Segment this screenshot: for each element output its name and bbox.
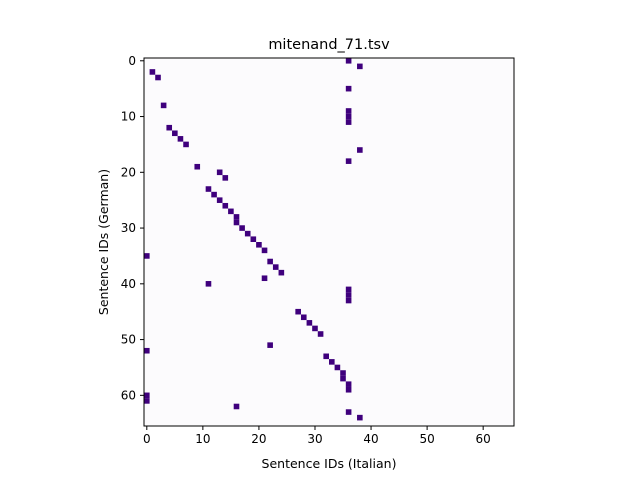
heatmap-cell bbox=[149, 69, 156, 75]
heatmap-cell bbox=[233, 403, 240, 410]
heatmap-cell bbox=[300, 314, 307, 321]
heatmap-cell bbox=[306, 320, 313, 326]
heatmap-cell bbox=[345, 297, 352, 304]
heatmap-cell bbox=[272, 264, 279, 270]
heatmap-cell bbox=[205, 186, 212, 192]
heatmap-cell bbox=[144, 392, 150, 399]
x-tick-label: 60 bbox=[476, 432, 491, 446]
heatmap-cell bbox=[222, 202, 229, 209]
y-tick-label: 60 bbox=[121, 388, 136, 402]
heatmap-cell bbox=[160, 102, 167, 109]
heatmap-cell bbox=[345, 119, 352, 125]
heatmap-cell bbox=[144, 347, 150, 354]
x-axis-label: Sentence IDs (Italian) bbox=[262, 456, 397, 471]
heatmap-cell bbox=[228, 208, 234, 215]
y-tick-label: 30 bbox=[121, 221, 136, 235]
heatmap-cell bbox=[329, 359, 335, 365]
x-axis-ticks: 0 10 20 30 40 50 60 bbox=[143, 426, 491, 446]
heatmap-cell bbox=[345, 158, 352, 164]
heatmap-cell bbox=[261, 247, 268, 254]
heatmap-cell bbox=[267, 258, 273, 265]
heatmap-cell bbox=[216, 197, 223, 203]
heatmap-cell bbox=[345, 386, 352, 393]
y-tick-label: 40 bbox=[121, 277, 136, 291]
heatmap-cell bbox=[216, 169, 223, 176]
heatmap-cell bbox=[183, 141, 189, 148]
y-tick-label: 20 bbox=[121, 165, 136, 179]
heatmap-cell bbox=[345, 85, 352, 92]
x-tick-label: 0 bbox=[143, 432, 151, 446]
heatmap-cell bbox=[233, 219, 240, 226]
x-tick-label: 20 bbox=[251, 432, 266, 446]
heatmap-cell bbox=[340, 370, 346, 376]
heatmap-cell bbox=[345, 409, 352, 415]
y-tick-label: 50 bbox=[121, 333, 136, 347]
heatmap-cell bbox=[340, 375, 346, 382]
y-axis-label: Sentence IDs (German) bbox=[96, 169, 111, 315]
x-tick-label: 10 bbox=[195, 432, 210, 446]
heatmap-cell bbox=[334, 364, 341, 371]
heatmap-cell bbox=[345, 381, 352, 387]
heatmap-cell bbox=[357, 147, 363, 153]
heatmap-cell bbox=[345, 113, 352, 120]
chart-title: mitenand_71.tsv bbox=[268, 37, 390, 53]
heatmap-cell bbox=[172, 130, 178, 137]
heatmap-cell bbox=[345, 108, 352, 114]
cells-layer bbox=[144, 58, 363, 421]
heatmap-cell bbox=[250, 236, 257, 242]
heatmap-cell bbox=[166, 124, 173, 131]
x-tick-label: 40 bbox=[363, 432, 378, 446]
heatmap-cell bbox=[345, 286, 352, 293]
heatmap-cell bbox=[155, 74, 161, 81]
x-tick-label: 30 bbox=[307, 432, 322, 446]
heatmap-cell bbox=[345, 292, 352, 298]
plot-frame bbox=[143, 57, 515, 427]
y-axis-ticks: 0 10 20 30 40 50 60 bbox=[121, 54, 144, 402]
heatmap-cell bbox=[323, 353, 329, 360]
heatmap-cell bbox=[244, 230, 251, 237]
heatmap-cell bbox=[345, 58, 352, 64]
y-tick-label: 0 bbox=[128, 54, 136, 68]
heatmap-cell bbox=[222, 175, 229, 181]
heatmap-cell bbox=[233, 214, 240, 220]
heatmap-cell bbox=[211, 191, 217, 198]
heatmap-cell bbox=[205, 281, 212, 287]
heatmap-cell bbox=[177, 136, 184, 142]
heatmap-cell bbox=[278, 269, 285, 276]
plot-area bbox=[143, 57, 515, 427]
heatmap-cell bbox=[239, 225, 245, 231]
heatmap-cell bbox=[144, 398, 150, 404]
heatmap-cell bbox=[261, 275, 268, 282]
heatmap-cell bbox=[256, 242, 262, 248]
heatmap-cell bbox=[144, 253, 150, 259]
heatmap-cell bbox=[295, 308, 301, 315]
heatmap-cell bbox=[357, 414, 363, 421]
heatmap-cell bbox=[357, 63, 363, 70]
y-tick-label: 10 bbox=[121, 110, 136, 124]
plot-background bbox=[144, 58, 514, 426]
heatmap-cell bbox=[267, 342, 273, 348]
heatmap-cell bbox=[317, 331, 324, 337]
heatmap-cell bbox=[312, 325, 318, 332]
x-tick-label: 50 bbox=[419, 432, 434, 446]
heatmap-cell bbox=[194, 163, 201, 170]
